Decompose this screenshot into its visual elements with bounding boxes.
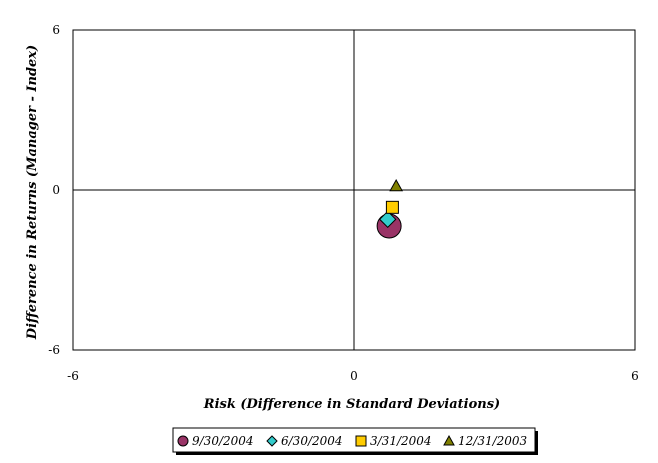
y-tick-label: -6: [48, 343, 60, 357]
legend-marker-square: [355, 435, 367, 447]
x-tick-labels: -6 0 6: [67, 369, 639, 383]
legend: 9/30/2004 6/30/2004 3/31/2004 12/31/2003: [172, 427, 538, 455]
data-point-square: [385, 200, 399, 214]
legend-marker-circle: [177, 435, 189, 447]
data-points: [376, 178, 403, 239]
legend-label: 3/31/2004: [370, 434, 432, 448]
legend-marker-diamond: [266, 435, 278, 447]
legend-marker-triangle: [443, 434, 455, 446]
data-point-diamond: [379, 210, 397, 229]
x-tick-label: -6: [67, 369, 79, 383]
x-tick-label: 0: [350, 369, 358, 383]
legend-box: [172, 427, 536, 453]
y-axis-title: Difference in Returns (Manager - Index): [25, 45, 40, 340]
legend-label: 9/30/2004: [192, 434, 254, 448]
legend-label: 6/30/2004: [281, 434, 343, 448]
legend-label: 12/31/2003: [458, 434, 528, 448]
y-tick-labels: 6 0 -6: [48, 23, 60, 357]
y-tick-label: 6: [52, 23, 60, 37]
x-axis-title: Risk (Difference in Standard Deviations): [203, 397, 500, 412]
y-tick-label: 0: [52, 183, 60, 197]
data-point-triangle: [389, 178, 403, 192]
x-tick-label: 6: [631, 369, 639, 383]
